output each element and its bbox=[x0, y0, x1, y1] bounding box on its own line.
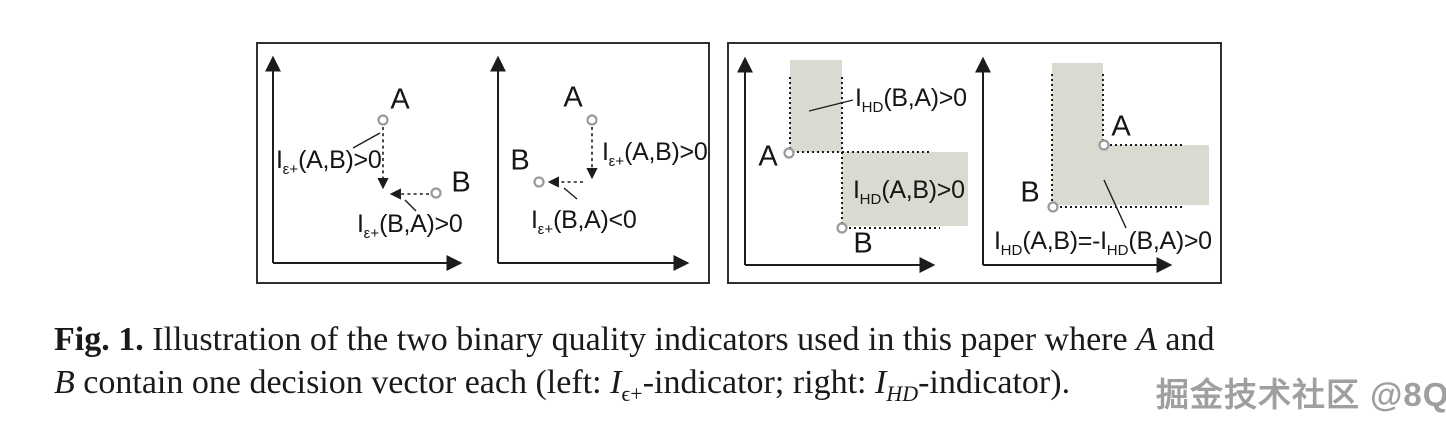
caption-text-4: -indicator). bbox=[918, 364, 1071, 401]
label-sub: ε+ bbox=[537, 221, 554, 238]
diagram1-label-pointer-ab bbox=[352, 132, 381, 149]
math-ind1-sub: ϵ+ bbox=[621, 380, 643, 406]
label-base: I bbox=[994, 227, 1001, 255]
right-panel-box bbox=[727, 42, 1222, 284]
left-panel-box bbox=[256, 42, 710, 284]
label-rest: (A,B)>0 bbox=[298, 146, 382, 174]
math-var-b: B bbox=[54, 364, 75, 401]
diagram4-point-b-label: B bbox=[1020, 176, 1040, 209]
caption-text-3: -indicator; right: bbox=[642, 364, 875, 401]
diagram2-indicator-label-ab: Iε+(A,B)>0 bbox=[602, 138, 708, 169]
label-rest: (B,A)>0 bbox=[1128, 227, 1212, 255]
label-sub: HD bbox=[1000, 242, 1023, 259]
label-base: I bbox=[357, 210, 364, 238]
diagram3-point-b bbox=[836, 222, 848, 234]
label-rest: (B,A)<0 bbox=[553, 206, 637, 234]
diagram3-point-a-label: A bbox=[758, 140, 778, 173]
label-sub: ε+ bbox=[282, 161, 299, 178]
diagram2-indicator-label-ba: Iε+(B,A)<0 bbox=[531, 206, 637, 237]
label-rest: (A,B)>0 bbox=[624, 138, 708, 166]
label-mid: (A,B)=-I bbox=[1022, 227, 1107, 255]
diagram4-point-b bbox=[1047, 201, 1059, 213]
diagram3-point-a bbox=[783, 147, 795, 159]
label-sub: ε+ bbox=[363, 225, 380, 242]
diagram4-label-pointer-eq bbox=[1103, 179, 1127, 229]
label-base: I bbox=[855, 84, 862, 112]
diagram2-point-a-label: A bbox=[563, 81, 583, 114]
label-rest: (B,A)>0 bbox=[883, 84, 967, 112]
label-sub: HD bbox=[859, 191, 882, 208]
diagram3-indicator-label-ba: IHD(B,A)>0 bbox=[855, 84, 967, 115]
label-base: I bbox=[853, 176, 860, 204]
diagram3-indicator-label-ab: IHD(A,B)>0 bbox=[853, 176, 965, 207]
diagram2-point-b-label: B bbox=[510, 144, 530, 177]
diagram2-epsilon-case2 bbox=[490, 55, 690, 271]
diagram4-point-a bbox=[1098, 139, 1110, 151]
diagram2-point-b bbox=[533, 176, 545, 188]
diagram1-indicator-label-ba: Iε+(B,A)>0 bbox=[357, 210, 463, 241]
diagram1-indicator-label-ab: Iε+(A,B)>0 bbox=[276, 146, 382, 177]
math-var-a: A bbox=[1136, 321, 1157, 358]
caption-text-and: and bbox=[1156, 321, 1215, 358]
math-ind2-sub: HD bbox=[886, 381, 918, 406]
diagram1-label-pointer-ba bbox=[404, 199, 417, 212]
math-ind1-base: I bbox=[610, 364, 622, 401]
label-rest: (B,A)>0 bbox=[379, 210, 463, 238]
diagram2-label-pointer-ba bbox=[563, 187, 578, 200]
diagram4-point-a-label: A bbox=[1111, 110, 1131, 143]
diagram1-point-b bbox=[430, 187, 442, 199]
label-sub: HD bbox=[1106, 242, 1129, 259]
diagram1-point-a bbox=[377, 114, 389, 126]
site-watermark: 掘金技术社区 @8Qi8 bbox=[1156, 376, 1446, 413]
label-sub: HD bbox=[861, 99, 884, 116]
caption-line-1: Fig. 1. Illustration of the two binary q… bbox=[54, 318, 1446, 361]
diagram1-epsilon-case1 bbox=[265, 55, 463, 271]
diagram2-point-a bbox=[586, 114, 598, 126]
fig-number: Fig. 1. bbox=[54, 321, 144, 358]
math-ind2-base: I bbox=[874, 364, 887, 401]
label-rest: (A,B)>0 bbox=[881, 176, 965, 204]
diagram1-point-a-label: A bbox=[390, 83, 410, 116]
caption-line-2: B contain one decision vector each (left… bbox=[54, 361, 1446, 404]
diagram3-shade-hd-ab bbox=[842, 152, 968, 226]
caption-text-1: Illustration of the two binary quality i… bbox=[143, 321, 1137, 358]
diagram1-point-b-label: B bbox=[451, 166, 471, 199]
caption-text-2: contain one decision vector each (left: bbox=[74, 364, 611, 401]
diagram3-point-b-label: B bbox=[853, 227, 873, 260]
label-sub: ε+ bbox=[608, 153, 625, 170]
diagram4-hd-case2 bbox=[975, 56, 1209, 273]
label-base: I bbox=[276, 146, 283, 174]
diagram3-label-pointer-ba bbox=[808, 99, 854, 112]
diagram4-indicator-label-equality: IHD(A,B)=-IHD(B,A)>0 bbox=[994, 227, 1212, 258]
diagram3-hd-case1 bbox=[737, 56, 968, 273]
label-base: I bbox=[531, 206, 538, 234]
diagram4-shade-l-region bbox=[1052, 63, 1209, 205]
diagram3-shade-hd-ba bbox=[790, 60, 842, 152]
label-base: I bbox=[602, 138, 609, 166]
figure-caption: Fig. 1. Illustration of the two binary q… bbox=[54, 318, 1446, 404]
math-ind2-sub-italic: HD bbox=[886, 380, 919, 406]
